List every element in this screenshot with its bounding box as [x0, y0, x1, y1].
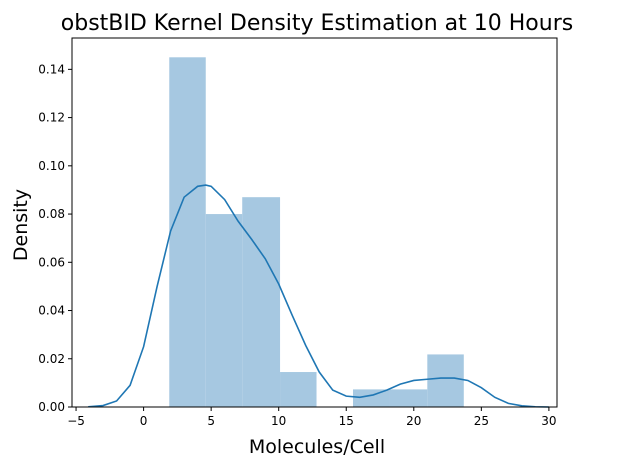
y-tick-label: 0.00: [38, 400, 65, 414]
histogram-bar-1: [205, 214, 243, 407]
y-tick-label: 0.06: [38, 255, 65, 269]
x-tick-label: 25: [474, 414, 489, 428]
y-tick-label: 0.10: [38, 159, 65, 173]
y-axis-ticks: 0.00 0.02 0.04 0.06 0.08 0.10 0.12 0.14: [38, 62, 72, 414]
histogram-bar-2: [242, 197, 281, 407]
histogram-bar-0: [169, 57, 206, 407]
y-tick-label: 0.04: [38, 304, 65, 318]
y-tick-label: 0.12: [38, 111, 65, 125]
kde-curve: [88, 184, 549, 408]
x-tick-label: 5: [207, 414, 215, 428]
x-tick-label: −5: [67, 414, 85, 428]
x-tick-label: 10: [271, 414, 286, 428]
x-axis-ticks: −5 0 5 10 15 20 25 30: [67, 407, 557, 428]
histogram-bars: [169, 57, 464, 407]
x-tick-label: 15: [339, 414, 354, 428]
histogram-bar-5: [353, 389, 390, 407]
y-tick-label: 0.08: [38, 207, 65, 221]
histogram-bar-6: [389, 389, 428, 407]
histogram-bar-7: [427, 354, 464, 407]
chart-title: obstBID Kernel Density Estimation at 10 …: [61, 11, 573, 36]
x-tick-label: 30: [541, 414, 556, 428]
x-tick-label: 0: [140, 414, 148, 428]
y-tick-label: 0.02: [38, 352, 65, 366]
x-axis-label: Molecules/Cell: [249, 436, 385, 458]
plot-frame: [71, 37, 558, 408]
histogram-bar-3: [280, 372, 317, 407]
x-tick-label: 20: [406, 414, 421, 428]
y-axis-label: Density: [10, 189, 32, 261]
y-tick-label: 0.14: [38, 62, 65, 76]
